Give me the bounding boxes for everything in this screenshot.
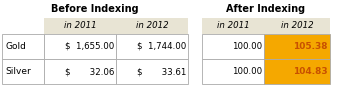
Bar: [202, 59, 264, 84]
Bar: [2, 18, 44, 34]
Text: Silver: Silver: [5, 67, 31, 76]
Text: $  1,744.00: $ 1,744.00: [137, 42, 186, 51]
Text: in 2012: in 2012: [136, 21, 168, 30]
Bar: [116, 18, 188, 34]
Text: Before Indexing: Before Indexing: [51, 4, 139, 14]
Text: 100.00: 100.00: [232, 42, 262, 51]
Text: $       32.06: $ 32.06: [65, 67, 114, 76]
Text: 105.38: 105.38: [293, 42, 328, 51]
Bar: [264, 34, 330, 59]
Text: After Indexing: After Indexing: [226, 4, 306, 14]
Bar: [44, 34, 116, 59]
Bar: [264, 18, 330, 34]
Bar: [264, 59, 330, 84]
Bar: [2, 59, 44, 84]
Text: in 2011: in 2011: [64, 21, 96, 30]
Bar: [44, 18, 116, 34]
Bar: [2, 34, 44, 59]
Text: 100.00: 100.00: [232, 67, 262, 76]
Bar: [44, 59, 116, 84]
Bar: [202, 18, 264, 34]
Text: in 2011: in 2011: [217, 21, 249, 30]
Text: Gold: Gold: [5, 42, 26, 51]
Text: $       33.61: $ 33.61: [137, 67, 186, 76]
Bar: [116, 34, 188, 59]
Bar: [202, 34, 264, 59]
Text: in 2012: in 2012: [281, 21, 313, 30]
Text: $  1,655.00: $ 1,655.00: [65, 42, 114, 51]
Bar: [116, 59, 188, 84]
Text: 104.83: 104.83: [293, 67, 328, 76]
